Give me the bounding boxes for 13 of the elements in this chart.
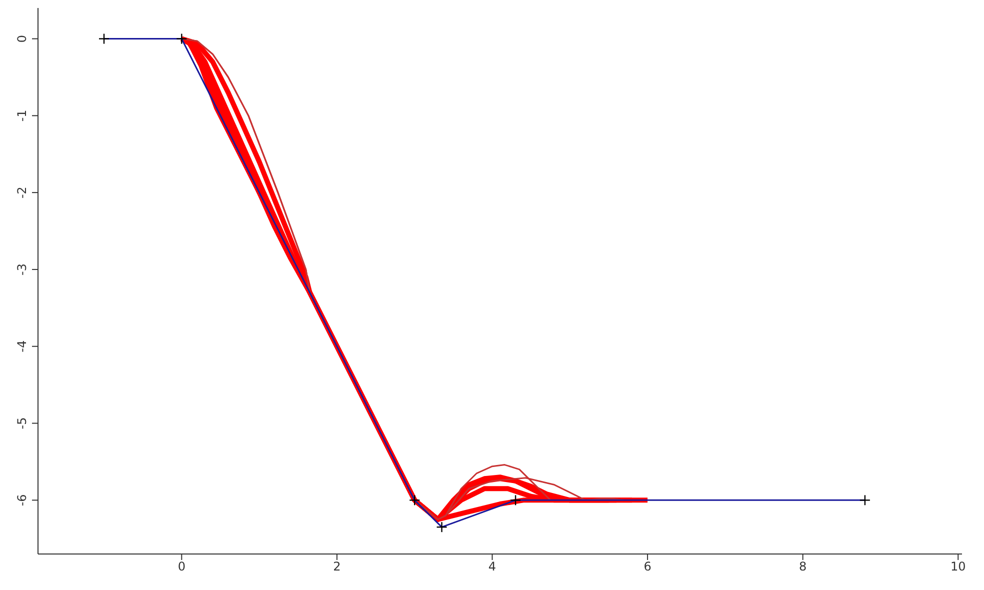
x-tick-label: 4	[488, 560, 496, 574]
y-tick-label: -2	[15, 186, 29, 199]
x-tick-label: 8	[799, 560, 807, 574]
x-tick-label: 2	[333, 560, 341, 574]
y-tick-label: -4	[15, 340, 29, 352]
y-tick-label: -6	[15, 494, 29, 506]
x-tick-label: 0	[178, 560, 186, 574]
y-tick-label: 0	[15, 34, 29, 43]
x-tick-label: 6	[644, 560, 652, 574]
y-tick-label: -3	[15, 263, 29, 276]
y-tick-label: -1	[15, 110, 29, 122]
x-tick-label: 10	[950, 560, 966, 574]
y-tick-label: -5	[15, 417, 29, 430]
